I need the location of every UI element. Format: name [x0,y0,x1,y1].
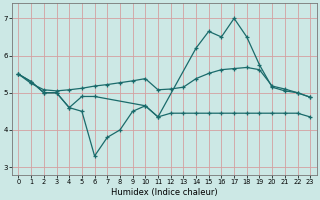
X-axis label: Humidex (Indice chaleur): Humidex (Indice chaleur) [111,188,218,197]
